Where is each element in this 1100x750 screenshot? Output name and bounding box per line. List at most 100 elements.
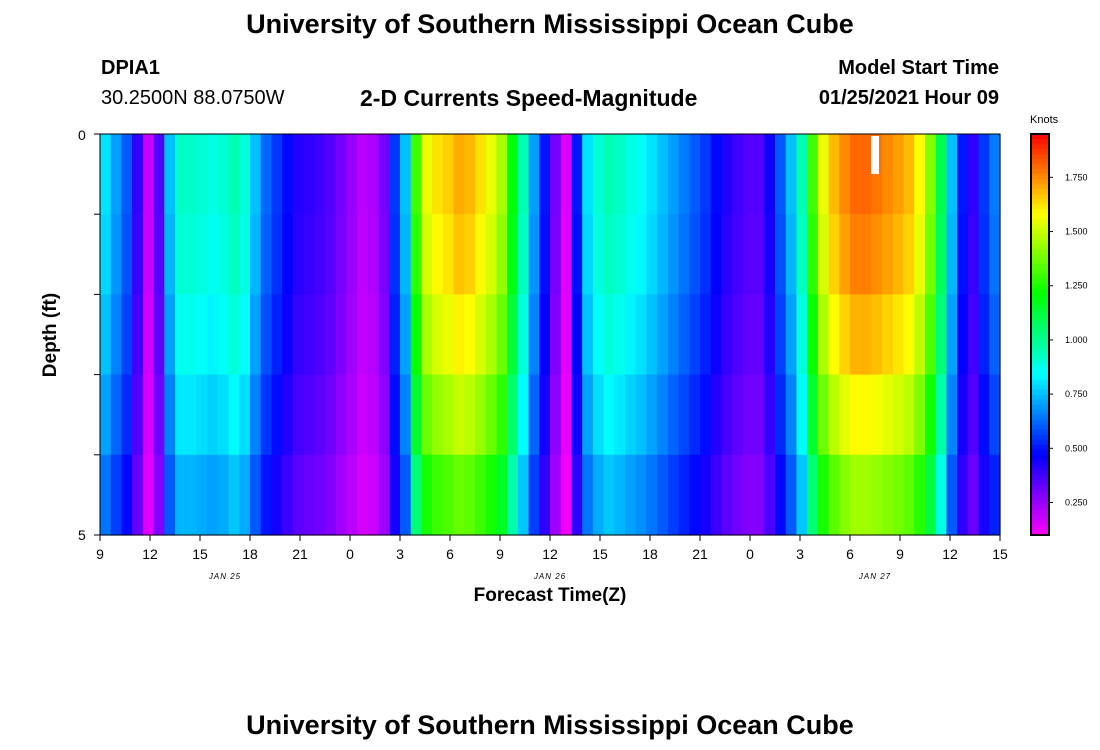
heatmap-cell bbox=[603, 134, 615, 215]
heatmap-cell bbox=[164, 214, 176, 295]
heatmap-cell bbox=[903, 374, 915, 456]
colorbar-segment bbox=[1031, 409, 1049, 416]
heatmap-cell bbox=[239, 294, 251, 376]
heatmap-cell bbox=[271, 214, 283, 295]
heatmap-cell bbox=[100, 374, 112, 456]
heatmap-cell bbox=[560, 374, 573, 456]
heatmap-cell bbox=[614, 134, 626, 215]
heatmap-cell bbox=[550, 214, 562, 295]
heatmap-cell bbox=[978, 294, 990, 376]
heatmap-cell bbox=[421, 294, 433, 376]
heatmap-cell bbox=[732, 374, 744, 456]
colorbar-segment bbox=[1031, 494, 1049, 501]
heatmap-cell bbox=[453, 454, 465, 536]
colorbar-segment bbox=[1031, 389, 1049, 396]
heatmap-cell bbox=[207, 374, 219, 456]
heatmap-cell bbox=[785, 214, 798, 295]
heatmap-cell bbox=[925, 134, 937, 215]
heatmap-cell bbox=[978, 374, 990, 456]
colorbar-unit-label: Knots bbox=[1030, 114, 1059, 126]
heatmap-cell bbox=[935, 454, 948, 536]
heatmap-cell bbox=[560, 214, 573, 295]
colorbar-segment bbox=[1031, 339, 1049, 346]
heatmap-cell bbox=[710, 374, 723, 456]
heatmap-cell bbox=[271, 454, 283, 536]
colorbar-tick-label: 1.750 bbox=[1065, 172, 1088, 182]
colorbar-segment bbox=[1031, 234, 1049, 240]
colorbar-segment bbox=[1031, 454, 1049, 461]
heatmap-cell bbox=[689, 294, 701, 376]
heatmap-cell bbox=[260, 374, 273, 456]
colorbar-segment bbox=[1031, 229, 1049, 235]
heatmap-cell bbox=[400, 374, 412, 456]
heatmap-cell bbox=[239, 454, 251, 536]
heatmap-cell bbox=[410, 214, 423, 295]
heatmap-cell bbox=[378, 214, 390, 295]
heatmap-cell bbox=[303, 214, 315, 295]
heatmap-cell bbox=[271, 294, 283, 376]
colorbar-segment bbox=[1031, 149, 1049, 155]
heatmap-cell bbox=[314, 374, 326, 456]
heatmap-cell bbox=[753, 214, 765, 295]
heatmap-cell bbox=[989, 374, 1001, 456]
heatmap-cell bbox=[646, 214, 658, 295]
heatmap-cell bbox=[228, 134, 240, 215]
station-coordinates: 30.2500N 88.0750W bbox=[101, 87, 285, 109]
colorbar-segment bbox=[1031, 179, 1049, 185]
heatmap-cell bbox=[153, 374, 165, 456]
heatmap-cell bbox=[121, 134, 133, 215]
heatmap-cell bbox=[635, 454, 648, 536]
heatmap-cell bbox=[100, 454, 112, 536]
heatmap-cell bbox=[400, 294, 412, 376]
heatmap-cell bbox=[914, 294, 926, 376]
colorbar-segment bbox=[1031, 189, 1049, 195]
heatmap-cell bbox=[164, 454, 176, 536]
heatmap-cell bbox=[121, 214, 133, 295]
heatmap-cell bbox=[785, 294, 798, 376]
heatmap-cell bbox=[989, 294, 1001, 376]
heatmap-cell bbox=[207, 294, 219, 376]
heatmap-cell bbox=[421, 214, 433, 295]
heatmap-cell bbox=[625, 294, 637, 376]
heatmap-cell bbox=[828, 214, 840, 295]
heatmap-cell bbox=[582, 134, 594, 215]
heatmap-cell bbox=[892, 454, 905, 536]
heatmap-cell bbox=[217, 454, 230, 536]
heatmap-cell bbox=[946, 294, 958, 376]
heatmap-cell bbox=[978, 454, 990, 536]
heatmap-cell bbox=[335, 454, 348, 536]
heatmap-cell bbox=[592, 374, 605, 456]
heatmap-cell bbox=[346, 454, 358, 536]
heatmap-cell bbox=[603, 214, 615, 295]
heatmap-cell bbox=[153, 454, 165, 536]
heatmap-cell bbox=[442, 214, 455, 295]
colorbar-segment bbox=[1031, 154, 1049, 160]
heatmap-cell bbox=[678, 214, 690, 295]
heatmap-cell bbox=[839, 374, 851, 456]
colorbar: 0.250 0.500 0.750 1.000 1.250 1.500 1.750 bbox=[1030, 133, 1088, 536]
heatmap-cell bbox=[571, 294, 583, 376]
heatmap-cell bbox=[796, 294, 808, 376]
heatmap-cell bbox=[485, 134, 498, 215]
colorbar-tick-label: 0.250 bbox=[1065, 497, 1088, 507]
heatmap-cell bbox=[432, 454, 444, 536]
heatmap-cell bbox=[882, 294, 894, 376]
heatmap-cell bbox=[742, 454, 755, 536]
colorbar-segment bbox=[1031, 369, 1049, 376]
x-tick-label: 6 bbox=[846, 546, 854, 562]
heatmap-cell bbox=[110, 134, 123, 215]
heatmap-cell bbox=[678, 374, 690, 456]
heatmap-cell bbox=[464, 134, 476, 215]
heatmap-cell bbox=[389, 294, 401, 376]
heatmap-cell bbox=[571, 214, 583, 295]
heatmap-cell bbox=[250, 214, 262, 295]
heatmap-cell bbox=[185, 454, 198, 536]
heatmap-cell bbox=[314, 294, 326, 376]
heatmap-cell bbox=[228, 454, 240, 536]
y-tick-label: 5 bbox=[78, 527, 86, 543]
heatmap-cell bbox=[400, 454, 412, 536]
colorbar-segment bbox=[1031, 384, 1049, 391]
heatmap-cell bbox=[239, 374, 251, 456]
heatmap-cell bbox=[303, 134, 315, 215]
heatmap-cell bbox=[121, 374, 133, 456]
